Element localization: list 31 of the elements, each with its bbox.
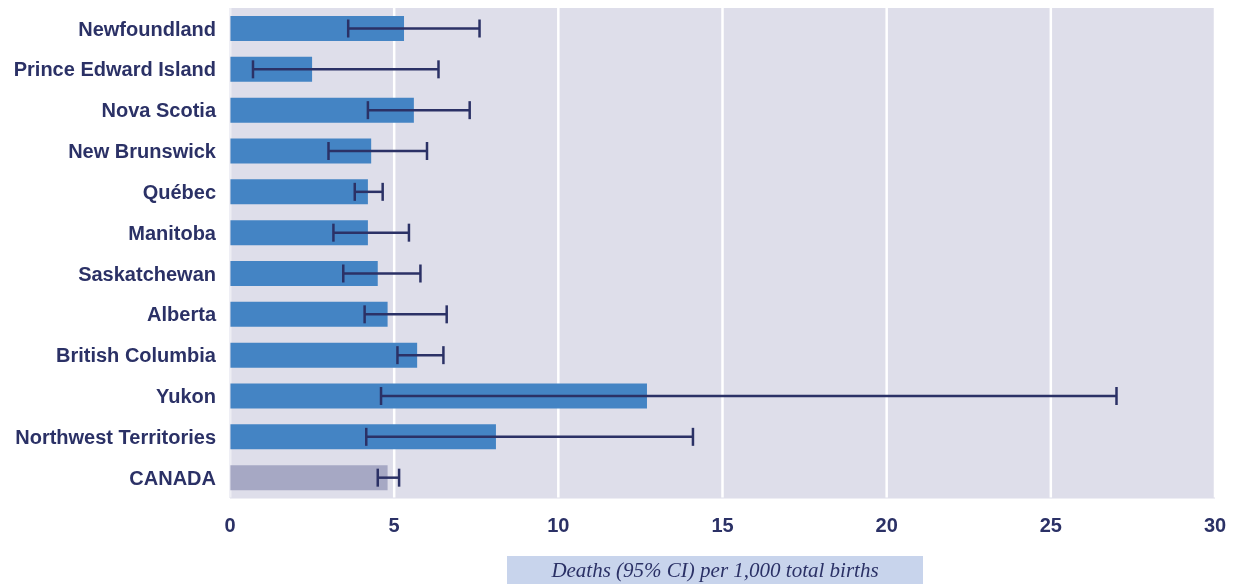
x-tick-label: 15 xyxy=(711,514,734,537)
y-tick-label: Northwest Territories xyxy=(15,425,216,448)
y-tick-label: Yukon xyxy=(155,385,216,408)
x-tick-label: 0 xyxy=(224,514,236,537)
bar xyxy=(230,301,388,327)
x-tick-label: 20 xyxy=(875,514,898,537)
y-tick-label: Newfoundland xyxy=(78,17,216,40)
bar xyxy=(230,138,372,164)
bar xyxy=(230,220,368,246)
bar xyxy=(230,424,496,450)
y-tick-label: New Brunswick xyxy=(68,140,217,163)
y-tick-label: Québec xyxy=(142,180,216,203)
bar xyxy=(230,342,418,368)
bar xyxy=(230,465,388,491)
bar xyxy=(230,97,414,123)
x-axis-title: Deaths (95% CI) per 1,000 total births xyxy=(507,556,923,584)
bar xyxy=(230,383,647,409)
y-tick-label: Manitoba xyxy=(128,221,217,244)
bar xyxy=(230,261,378,286)
bar xyxy=(230,16,405,41)
y-tick-label: Prince Edward Island xyxy=(13,58,216,81)
x-tick-label: 25 xyxy=(1039,514,1062,537)
x-tick-label: 5 xyxy=(388,514,400,537)
y-tick-label: CANADA xyxy=(129,466,216,489)
x-tick-label: 10 xyxy=(547,514,570,537)
y-tick-label: British Columbia xyxy=(55,344,217,367)
y-tick-label: Nova Scotia xyxy=(101,99,217,122)
y-tick-label: Saskatchewan xyxy=(78,262,216,285)
y-tick-label: Alberta xyxy=(147,303,217,326)
x-tick-label: 30 xyxy=(1203,514,1227,537)
bar xyxy=(230,179,368,205)
